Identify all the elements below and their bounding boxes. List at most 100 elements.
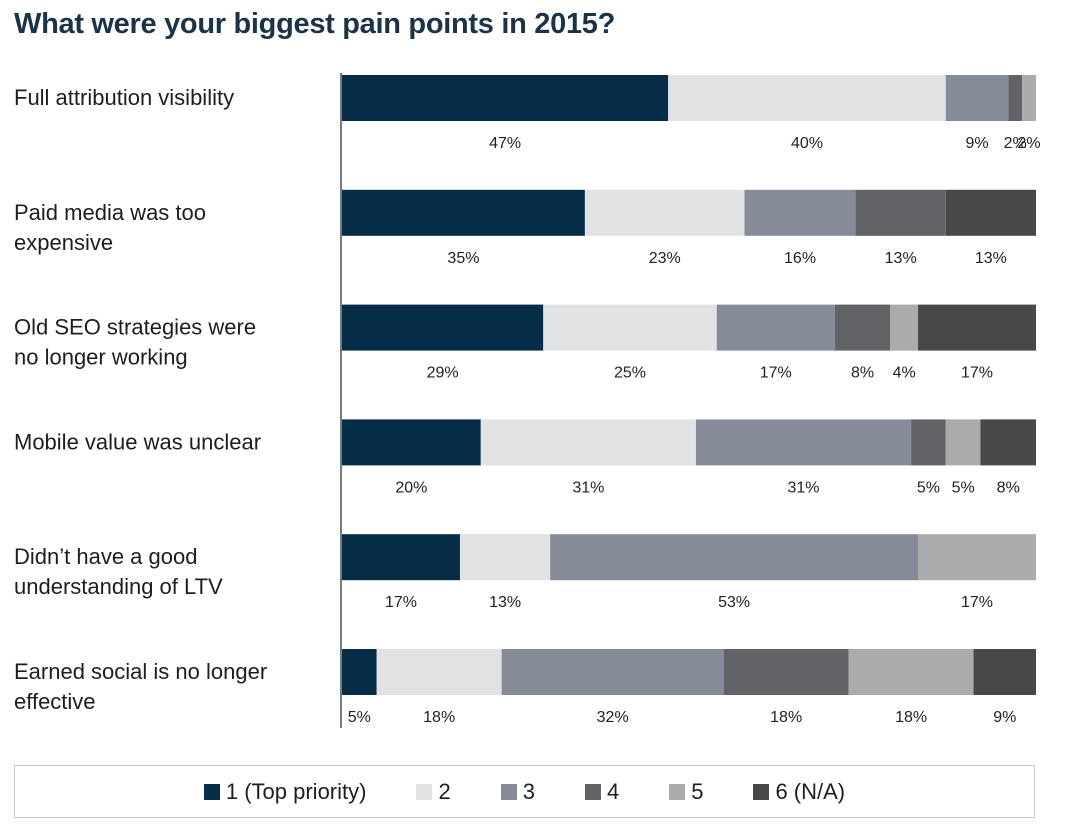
legend-swatch xyxy=(500,783,517,800)
bar-segment-4 xyxy=(855,189,946,236)
bar-segment-4 xyxy=(834,304,891,351)
bar-segment-5 xyxy=(890,304,919,351)
category-label-line: Paid media was too xyxy=(14,200,206,225)
bar-segment-6 xyxy=(973,649,1036,695)
data-label: 16% xyxy=(784,250,816,267)
data-label: 8% xyxy=(851,365,874,382)
data-label: 17% xyxy=(760,365,792,382)
category-label: Didn’t have a good understanding of LTV xyxy=(14,544,223,599)
category-label-line: Mobile value was unclear xyxy=(14,429,261,454)
bar-segment-1 xyxy=(342,189,585,236)
data-label: 17% xyxy=(961,594,993,611)
bar-segment-2 xyxy=(543,304,717,351)
bar-segment-3 xyxy=(695,419,912,466)
bar-segment-3 xyxy=(945,75,1009,121)
data-label: 9% xyxy=(993,709,1016,726)
bar-segment-1 xyxy=(342,419,481,466)
bar-segment-3 xyxy=(550,534,919,581)
bar-segment-4 xyxy=(1008,75,1023,121)
bar-segment-2 xyxy=(480,419,696,466)
category-label: Full attribution visibility xyxy=(14,85,234,110)
data-label: 20% xyxy=(395,479,427,496)
legend-swatch xyxy=(669,783,686,800)
bar-segment-5 xyxy=(1022,75,1036,121)
data-label: 31% xyxy=(572,479,604,496)
data-label: 5% xyxy=(348,709,371,726)
bar-segment-1 xyxy=(342,649,377,695)
legend-item: 2 xyxy=(416,778,451,805)
legend-label: 2 xyxy=(438,778,451,804)
bar-segment-3 xyxy=(744,189,856,236)
legend-item: 5 xyxy=(669,779,703,805)
bar-segment-5 xyxy=(945,419,981,466)
data-label: 47% xyxy=(489,135,521,152)
data-label: 29% xyxy=(427,365,459,382)
bar-segment-1 xyxy=(342,304,544,351)
legend-label: 4 xyxy=(606,778,620,804)
bar-segment-5 xyxy=(848,649,974,695)
bar-segment-2 xyxy=(584,189,745,236)
bar-segment-1 xyxy=(342,534,460,581)
legend-swatch xyxy=(416,783,433,800)
legend-item: 1 (Top priority) xyxy=(203,778,367,805)
bar-segment-3 xyxy=(501,649,724,695)
bar-segment-2 xyxy=(376,649,502,695)
bar-segment-6 xyxy=(945,189,1036,236)
data-label: 13% xyxy=(975,250,1007,267)
legend-label: 3 xyxy=(522,778,535,804)
category-label: Mobile value was unclear xyxy=(14,429,261,454)
data-label: 5% xyxy=(917,479,940,496)
stacked-bar-chart: Full attribution visibility 47% 40% 9% 2%2% P… xyxy=(14,73,1041,728)
bar-segment-3 xyxy=(716,304,835,351)
legend-label: 5 xyxy=(691,778,704,804)
legend-item: 4 xyxy=(584,778,620,805)
bar-segment-4 xyxy=(911,419,946,466)
legend-swatch xyxy=(203,783,220,800)
bar-segment-2 xyxy=(668,75,946,121)
category-label-line: Didn’t have a good xyxy=(14,544,197,569)
data-label: 9% xyxy=(965,135,988,152)
data-label: 4% xyxy=(893,365,916,382)
data-label: 8% xyxy=(997,479,1020,496)
data-label: 17% xyxy=(961,365,993,382)
data-label: 25% xyxy=(614,365,646,382)
category-label-line: Old SEO strategies were xyxy=(14,315,256,340)
category-label-line: Earned social is no longer xyxy=(14,659,267,684)
category-label-line: Full attribution visibility xyxy=(14,85,234,110)
data-label: 18% xyxy=(895,709,927,726)
bar-segment-1 xyxy=(342,75,669,121)
category-label-line: effective xyxy=(14,689,96,714)
bar-segment-6 xyxy=(918,304,1036,351)
data-label: 17% xyxy=(385,594,417,611)
bar-segment-5 xyxy=(918,534,1036,581)
data-label: 18% xyxy=(770,709,802,726)
data-label: 5% xyxy=(952,479,975,496)
data-label: 32% xyxy=(597,709,629,726)
data-label: 31% xyxy=(787,479,819,496)
data-label: 18% xyxy=(423,709,455,726)
category-label-line: understanding of LTV xyxy=(14,574,223,599)
data-label: 40% xyxy=(791,135,823,152)
data-label: 35% xyxy=(447,250,479,267)
category-label: Paid media was too expensive xyxy=(14,200,206,255)
legend-label: 6 (N/A) xyxy=(775,778,846,804)
data-label: 13% xyxy=(885,250,917,267)
data-label: 23% xyxy=(649,250,681,267)
data-label: 53% xyxy=(718,594,750,611)
data-label: 13% xyxy=(489,594,521,611)
category-label-line: no longer working xyxy=(14,345,188,370)
data-label: 2% xyxy=(1004,135,1027,152)
bar-segment-4 xyxy=(723,649,849,695)
bar-segment-6 xyxy=(980,419,1036,466)
data-label: 2% xyxy=(1017,135,1040,152)
bar-segment-2 xyxy=(459,534,551,581)
legend-item: 6 (N/A) xyxy=(753,779,845,805)
legend-swatch xyxy=(753,783,770,800)
chart-title: What were your biggest pain points in 20… xyxy=(14,8,616,40)
category-label-line: expensive xyxy=(14,230,113,255)
legend-item: 3 xyxy=(500,778,535,805)
legend-label: 1 (Top priority) xyxy=(225,778,367,804)
category-label: Old SEO strategies were no longer working xyxy=(14,315,256,370)
legend: 1 (Top priority) 2 3 4 5 6 (N/A) xyxy=(14,765,1035,818)
category-label: Earned social is no longer effective xyxy=(14,659,267,714)
